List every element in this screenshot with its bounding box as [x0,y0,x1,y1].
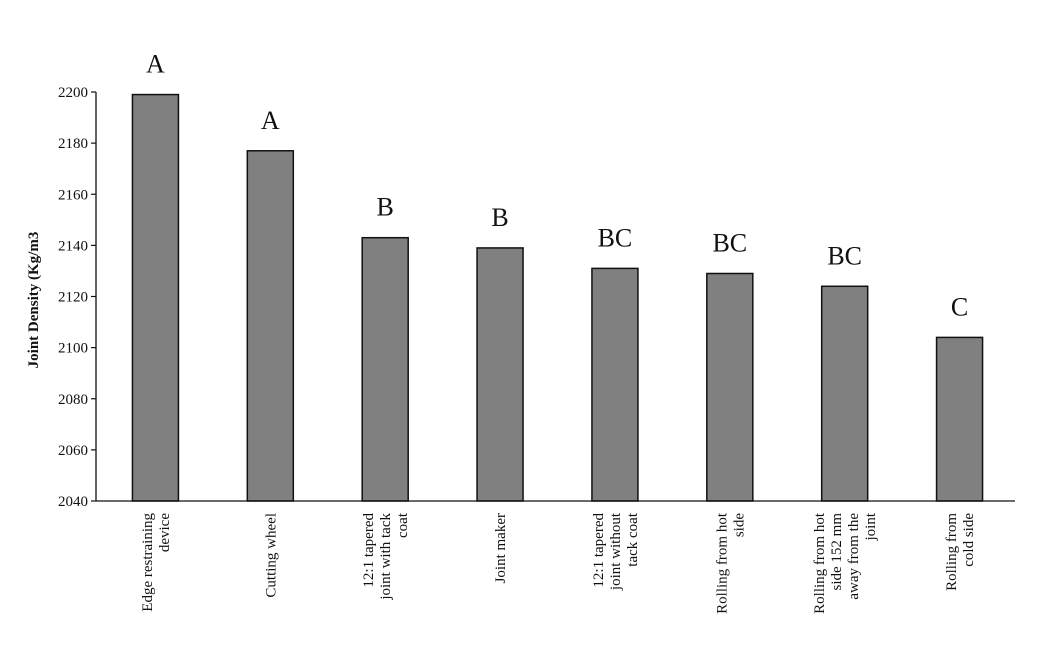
y-tick-label: 2160 [58,187,88,203]
bar [935,336,984,502]
significance-labels: A A B B BC BC BC C [146,50,968,322]
category-label: 12:1 tapered joint with tack coat [361,512,411,600]
significance-label: B [491,203,508,232]
bar [361,236,409,502]
significance-label: A [261,106,280,135]
bar [246,150,295,502]
category-label-line: Rolling from hot [812,512,828,614]
category-label-line: joint with tack [378,513,394,601]
category-label-line: joint [863,512,879,541]
category-label: Joint maker [493,513,509,583]
y-tick-label: 2040 [58,494,88,510]
category-label-line: cold side [961,513,977,567]
y-axis-label: Joint Density (Kg/m3 [26,232,42,369]
category-label-line: Cutting wheel [263,513,279,598]
category-label: Rolling from hot side 152 mm away from the… [812,512,879,614]
category-label-line: 12:1 tapered [361,513,377,588]
category-label-line: Rolling from hot [714,512,730,614]
category-label: 12:1 tapered joint without tack coat [591,512,641,591]
significance-label: A [146,50,165,79]
y-tick-label: 2080 [58,392,88,408]
significance-label: BC [827,241,862,270]
category-label-line: side 152 mm [829,513,845,591]
category-label-line: away from the [846,513,862,600]
bar [820,285,869,502]
y-tick-label: 2140 [58,238,88,254]
category-label-line: Edge restraining [140,513,156,612]
bar [131,93,180,502]
category-label-line: side [731,513,747,538]
category-label: Rolling from cold side [944,513,977,591]
bar [476,247,524,502]
bar [706,272,754,502]
y-tick-label: 2120 [58,290,88,306]
significance-label: BC [712,228,747,257]
y-tick-label: 2060 [58,443,88,459]
category-label-line: tack coat [625,512,641,567]
y-axis-ticks: 2040 2060 2080 2100 2120 2140 2160 2180 2200 [58,85,96,510]
category-label-line: joint without [608,512,624,591]
bars [131,93,984,502]
y-tick-label: 2100 [58,341,88,357]
category-label-line: Rolling from [944,513,960,591]
significance-label: C [951,292,968,321]
category-label: Cutting wheel [263,513,279,598]
category-label-line: Joint maker [493,513,509,583]
category-label: Rolling from hot side [714,512,747,614]
category-label-line: coat [395,512,411,538]
category-label: Edge restraining device [140,513,173,612]
y-tick-label: 2180 [58,136,88,152]
category-label-line: 12:1 tapered [591,513,607,588]
significance-label: BC [598,223,633,252]
category-label-line: device [157,513,173,552]
y-tick-label: 2200 [58,85,88,101]
bar [591,267,639,502]
category-labels: Edge restraining device Cutting wheel 12:1 … [140,512,977,614]
significance-label: B [377,193,394,222]
